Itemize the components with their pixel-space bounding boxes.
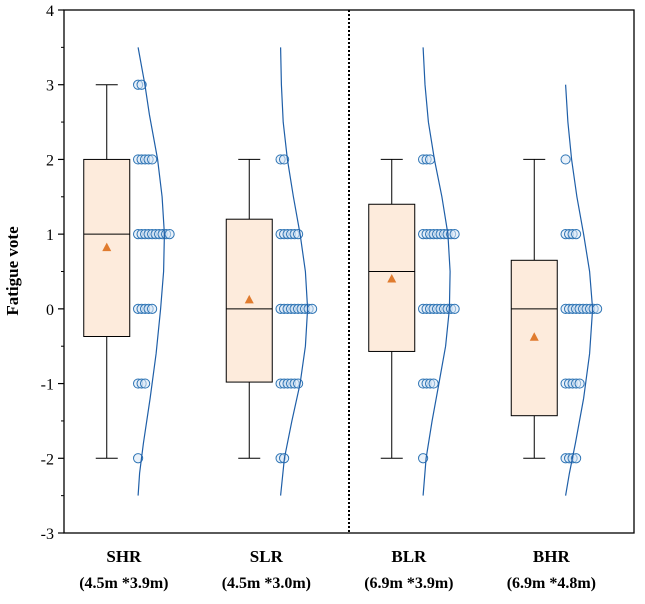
distribution-curve (565, 84, 594, 496)
box-group-bhr (510, 84, 603, 496)
category-dimensions: (4.5m *3.9m) (79, 575, 168, 592)
mean-marker (102, 242, 112, 252)
data-point (147, 154, 158, 165)
distribution-curve (280, 47, 309, 496)
data-point (279, 154, 290, 165)
data-point (571, 229, 582, 240)
data-point (571, 453, 582, 464)
data-point (147, 303, 158, 314)
iqr-box (83, 158, 131, 338)
box-group-blr (368, 47, 460, 496)
data-point (164, 229, 175, 240)
data-point (307, 303, 318, 314)
category-label: BHR (533, 547, 571, 566)
data-point (592, 303, 603, 314)
y-tick-label: 3 (46, 78, 54, 95)
y-tick-label: 1 (46, 227, 54, 244)
box-group-shr (83, 47, 175, 496)
data-point (428, 378, 439, 389)
data-point (293, 229, 304, 240)
category-label: SHR (106, 547, 142, 566)
y-axis: -3 -2 -1 0 1 2 3 4 (41, 3, 64, 543)
data-point (574, 378, 585, 389)
mean-marker (529, 332, 539, 341)
distribution-curve (422, 47, 451, 496)
y-tick-label: 0 (46, 302, 54, 319)
box-groups (83, 47, 603, 496)
data-point (449, 303, 460, 314)
data-point (449, 229, 460, 240)
category-label: BLR (391, 547, 427, 566)
y-tick-label: -3 (41, 526, 54, 543)
data-point (560, 154, 571, 165)
y-axis-label: Fatigue vote (3, 226, 22, 316)
y-tick-label: -1 (41, 377, 54, 394)
distribution-curve (137, 47, 166, 496)
category-dimensions: (6.9m *3.9m) (364, 575, 453, 592)
data-point (140, 378, 151, 389)
y-tick-label: 4 (46, 3, 54, 20)
mean-marker (387, 273, 397, 283)
mean-marker (244, 294, 254, 304)
x-axis-labels: SHR (4.5m *3.9m) SLR (4.5m *3.0m) BLR (6.9m *… (79, 547, 596, 592)
data-point (293, 378, 304, 389)
category-label: SLR (250, 547, 284, 566)
box-group-slr (225, 47, 318, 496)
category-dimensions: (6.9m *4.8m) (507, 575, 596, 592)
data-point (133, 453, 144, 464)
category-dimensions: (4.5m *3.0m) (222, 575, 311, 592)
y-tick-label: -2 (41, 451, 54, 468)
y-tick-label: 2 (46, 152, 54, 169)
